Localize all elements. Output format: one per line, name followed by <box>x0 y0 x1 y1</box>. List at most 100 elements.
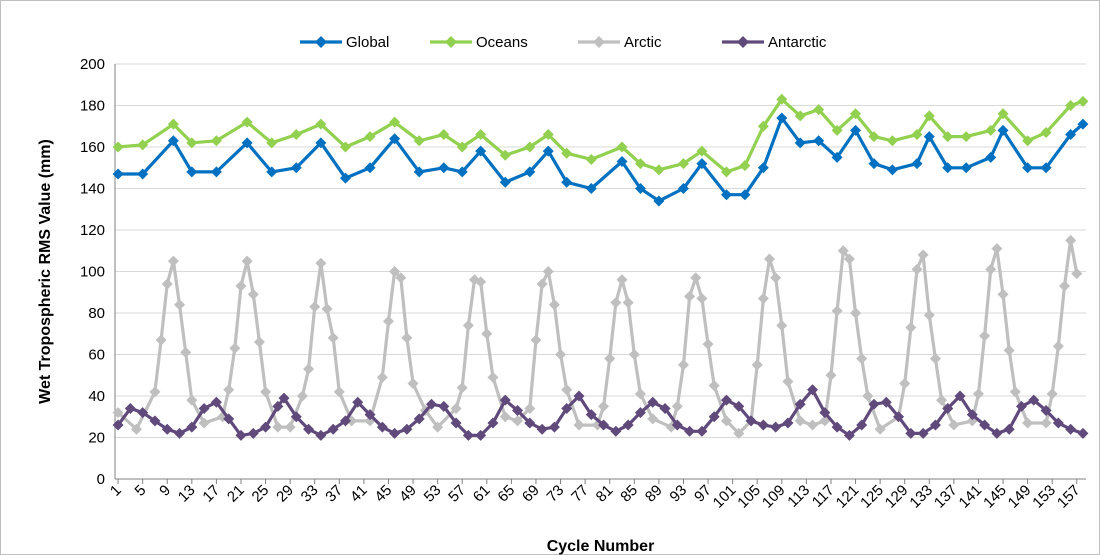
data-point-global <box>241 137 253 149</box>
data-point-arctic <box>456 382 468 394</box>
data-point-antarctic <box>757 419 769 431</box>
data-point-antarctic <box>161 423 173 435</box>
data-point-antarctic <box>868 398 880 410</box>
data-point-global <box>339 172 351 184</box>
x-tick-label: 65 <box>494 482 518 506</box>
data-point-antarctic <box>880 396 892 408</box>
data-point-arctic <box>843 253 855 265</box>
data-point-global <box>997 124 1009 136</box>
data-point-antarctic <box>819 407 831 419</box>
data-point-arctic <box>616 274 628 286</box>
data-point-oceans <box>776 93 788 105</box>
data-point-global <box>1022 162 1034 174</box>
data-point-antarctic <box>1028 394 1040 406</box>
x-tick-label: 17 <box>199 482 223 506</box>
data-point-antarctic <box>303 423 315 435</box>
data-point-arctic <box>622 297 634 309</box>
x-tick-label: 77 <box>568 482 592 506</box>
legend-marker-arctic <box>593 36 605 48</box>
data-point-global <box>561 176 573 188</box>
data-point-arctic <box>807 419 819 431</box>
data-point-arctic <box>303 363 315 375</box>
data-point-global <box>757 162 769 174</box>
data-point-arctic <box>671 400 683 412</box>
data-point-antarctic <box>536 423 548 435</box>
x-tick-label: 125 <box>857 482 887 512</box>
data-point-arctic <box>536 278 548 290</box>
data-point-global <box>266 166 278 178</box>
data-point-global <box>831 151 843 163</box>
data-point-antarctic <box>745 415 757 427</box>
data-point-global <box>186 166 198 178</box>
x-tick-label: 81 <box>593 482 617 506</box>
data-point-oceans <box>456 141 468 153</box>
data-point-global <box>923 131 935 143</box>
y-tick-label: 20 <box>88 430 105 447</box>
data-point-antarctic <box>315 429 327 441</box>
data-point-arctic <box>911 263 923 275</box>
data-point-global <box>634 183 646 194</box>
x-tick-label: 9 <box>156 482 174 500</box>
x-tick-label: 121 <box>833 482 863 512</box>
x-tick-label: 101 <box>710 482 740 512</box>
data-point-arctic <box>702 338 714 350</box>
data-point-arctic <box>382 315 394 327</box>
data-point-arctic <box>174 299 186 311</box>
data-point-arctic <box>604 353 616 365</box>
data-point-arctic <box>850 307 862 319</box>
x-axis-title: Cycle Number <box>547 538 655 555</box>
legend-label-oceans: Oceans <box>476 34 528 51</box>
data-point-oceans <box>696 145 708 157</box>
data-point-arctic <box>831 305 843 317</box>
data-point-antarctic <box>782 417 794 429</box>
data-point-arctic <box>198 417 210 429</box>
data-point-antarctic <box>499 394 511 406</box>
data-point-oceans <box>186 137 198 149</box>
data-point-antarctic <box>401 423 413 435</box>
data-point-arctic <box>733 427 745 439</box>
data-point-global <box>542 145 554 157</box>
data-point-arctic <box>333 386 345 398</box>
data-point-antarctic <box>290 411 302 423</box>
data-point-global <box>776 112 788 124</box>
y-tick-label: 60 <box>88 347 105 364</box>
legend-label-global: Global <box>346 34 389 51</box>
data-point-global <box>616 156 628 168</box>
data-point-arctic <box>917 249 929 261</box>
x-tick-label: 45 <box>371 482 395 506</box>
data-point-arctic <box>684 290 696 302</box>
data-point-oceans <box>1040 126 1052 138</box>
data-point-antarctic <box>235 429 247 441</box>
data-point-antarctic <box>438 400 450 412</box>
data-point-antarctic <box>696 425 708 437</box>
data-point-oceans <box>210 135 222 147</box>
data-point-arctic <box>186 394 198 406</box>
data-point-antarctic <box>622 419 634 431</box>
data-point-arctic <box>481 328 493 340</box>
data-point-arctic <box>327 332 339 344</box>
data-point-global <box>456 166 468 178</box>
data-point-oceans <box>524 141 536 153</box>
x-tick-label: 49 <box>396 482 420 506</box>
data-point-arctic <box>1022 417 1034 429</box>
data-point-antarctic <box>137 407 149 419</box>
y-axis-title: Wet Tropospheric RMS Value (mm) <box>37 139 54 404</box>
data-point-arctic <box>524 402 536 414</box>
data-point-global <box>739 189 751 201</box>
data-point-arctic <box>376 371 388 383</box>
data-point-oceans <box>634 158 646 170</box>
data-point-oceans <box>868 131 880 143</box>
data-point-global <box>438 162 450 174</box>
data-point-arctic <box>1003 344 1015 356</box>
data-point-oceans <box>315 118 327 130</box>
data-point-antarctic <box>247 427 259 439</box>
data-point-antarctic <box>979 419 991 431</box>
legend-label-antarctic: Antarctic <box>768 34 827 51</box>
data-point-arctic <box>1009 386 1021 398</box>
data-point-oceans <box>585 153 597 165</box>
legend-marker-global <box>315 36 327 48</box>
data-point-oceans <box>438 129 450 141</box>
data-point-global <box>886 164 898 176</box>
data-point-global <box>1077 118 1089 130</box>
data-point-oceans <box>923 110 935 122</box>
